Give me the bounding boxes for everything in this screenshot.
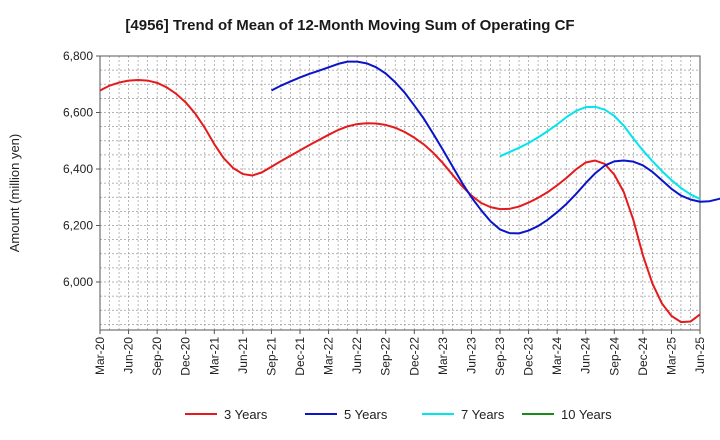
series-line-7-years: [499, 105, 701, 200]
legend-label: 5 Years: [344, 407, 388, 422]
x-tick-label: Jun-21: [236, 337, 250, 374]
x-tick-label: Dec-24: [636, 337, 650, 376]
x-tick-label: Jun-20: [122, 337, 136, 374]
x-tick-label: Mar-20: [93, 337, 107, 375]
y-tick-label: 6,000: [63, 275, 93, 289]
plot-frame: [99, 55, 701, 331]
x-tick-label: Mar-24: [550, 337, 564, 375]
x-tick-label: Dec-20: [179, 337, 193, 376]
legend-label: 7 Years: [461, 407, 505, 422]
y-tick-label: 6,400: [63, 162, 93, 176]
grid-lines: [100, 56, 700, 330]
series-line-5-years: [270, 60, 720, 235]
x-tick-label: Mar-23: [436, 337, 450, 375]
x-tick-label: Sep-20: [150, 337, 164, 376]
legend: 3 Years 5 Years 7 Years 10 Years: [185, 407, 612, 422]
y-axis-ticks: 6,000 6,200 6,400 6,600 6,800: [63, 49, 100, 289]
x-tick-label: Sep-24: [607, 337, 621, 376]
x-tick-label: Sep-21: [264, 337, 278, 376]
x-tick-label: Mar-21: [207, 337, 221, 375]
x-tick-label: Dec-21: [293, 337, 307, 376]
x-tick-label: Mar-25: [664, 337, 678, 375]
x-tick-label: Mar-22: [322, 337, 336, 375]
series-line-3-years: [99, 79, 701, 324]
y-axis-label: Amount (million yen): [7, 134, 22, 253]
x-tick-label: Jun-23: [464, 337, 478, 374]
legend-label: 10 Years: [561, 407, 612, 422]
x-tick-label: Jun-25: [693, 337, 707, 374]
x-tick-label: Sep-23: [493, 337, 507, 376]
x-tick-label: Jun-22: [350, 337, 364, 374]
chart-title: [4956] Trend of Mean of 12-Month Moving …: [125, 17, 574, 34]
legend-label: 3 Years: [224, 407, 268, 422]
x-tick-label: Dec-22: [407, 337, 421, 376]
x-tick-label: Sep-22: [379, 337, 393, 376]
x-tick-label: Jun-24: [579, 337, 593, 374]
x-tick-label: Dec-23: [522, 337, 536, 376]
series-lines: [99, 60, 720, 324]
x-axis-ticks: Mar-20 Jun-20 Sep-20 Dec-20 Mar-21 Jun-21 Sep-…: [93, 330, 707, 376]
y-tick-label: 6,600: [63, 105, 93, 119]
y-tick-label: 6,200: [63, 218, 93, 232]
y-tick-label: 6,800: [63, 49, 93, 63]
